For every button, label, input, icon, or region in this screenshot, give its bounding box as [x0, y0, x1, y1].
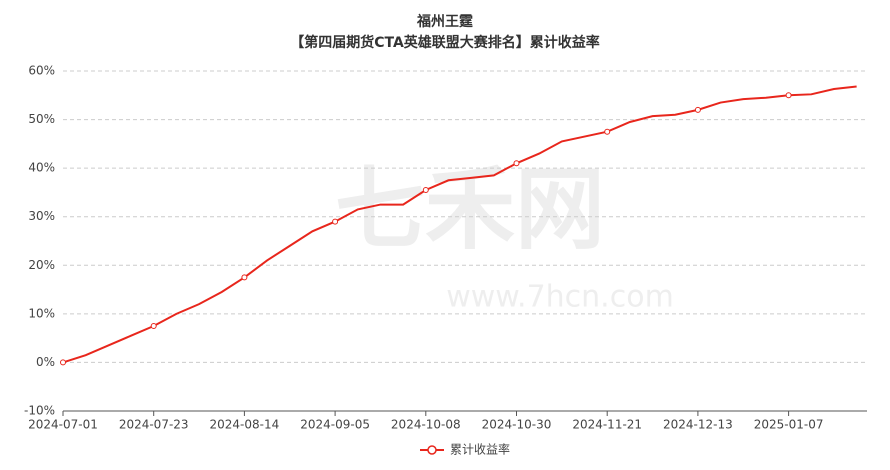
- series-line: [62, 85, 857, 364]
- x-tick-label: 2024-08-14: [210, 418, 280, 432]
- y-tick-label: 20%: [28, 258, 55, 272]
- watermark: 七禾网: [335, 157, 605, 262]
- x-tick-label: 2024-10-30: [482, 418, 552, 432]
- point-marker: [513, 160, 520, 167]
- point-marker: [785, 92, 792, 99]
- point-marker: [694, 106, 701, 113]
- y-tick-label: -10%: [24, 404, 55, 418]
- watermark-url: www.7hcn.com: [446, 280, 674, 315]
- y-tick-label: 50%: [28, 112, 55, 126]
- legend-marker: [427, 445, 437, 455]
- y-tick-label: 30%: [28, 209, 55, 223]
- point-marker: [332, 218, 339, 225]
- x-tick-label: 2024-12-13: [663, 418, 733, 432]
- y-tick-label: 10%: [28, 306, 55, 320]
- y-tick-label: 60%: [28, 64, 55, 78]
- y-tick-label: 0%: [36, 355, 55, 369]
- point-marker: [241, 274, 248, 281]
- point-marker: [422, 187, 429, 193]
- point-marker: [60, 359, 66, 366]
- x-tick-label: 2024-10-08: [391, 418, 461, 432]
- x-tick-label: 2024-07-01: [28, 418, 98, 432]
- y-tick-label: 40%: [28, 161, 55, 175]
- x-tick-label: 2024-09-05: [300, 418, 370, 432]
- x-tick-label: 2024-11-21: [572, 418, 642, 432]
- point-marker: [150, 323, 157, 329]
- legend-label: 累计收益率: [450, 442, 510, 457]
- chart-title: 福州王霆: [416, 13, 473, 30]
- x-tick-label: 2024-07-23: [119, 418, 189, 432]
- point-marker: [604, 128, 611, 135]
- x-tick-label: 2025-01-07: [754, 418, 824, 432]
- chart-subtitle: 【第四届期货CTA英雄联盟大赛排名】累计收益率: [290, 34, 600, 51]
